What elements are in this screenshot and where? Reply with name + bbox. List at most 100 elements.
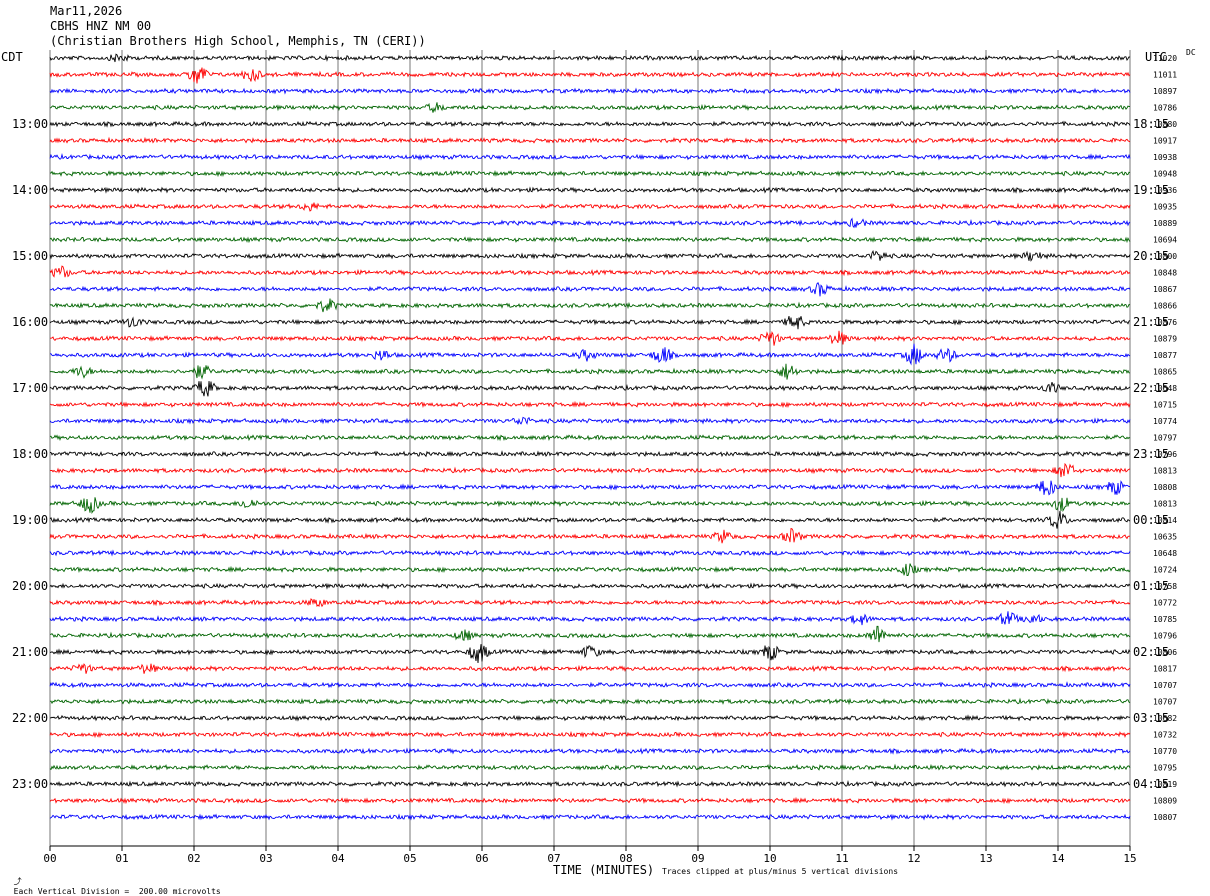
dc-offset-label: 10865 <box>1153 368 1177 377</box>
dc-offset-label: 10724 <box>1153 566 1177 575</box>
seismic-trace <box>49 582 1131 590</box>
utc-zone-label: UTC <box>1145 50 1167 64</box>
seismic-trace <box>49 549 1131 557</box>
cdt-hour-label: 16:00 <box>12 315 48 329</box>
x-tick-label: 03 <box>259 852 272 865</box>
dc-offset-label: 10635 <box>1153 533 1177 542</box>
seismic-trace <box>49 697 1131 706</box>
dc-offset-label: 10935 <box>1153 203 1177 212</box>
dc-offset-label: 10770 <box>1153 747 1177 756</box>
utc-hour-label: 20:15 <box>1133 249 1169 263</box>
cdt-hour-label: 17:00 <box>12 381 48 395</box>
seismic-trace <box>49 381 1131 397</box>
dc-offset-label: 10819 <box>1153 780 1177 789</box>
seismic-trace <box>49 462 1131 478</box>
cdt-hour-label: 18:00 <box>12 447 48 461</box>
dc-offset-label: 10809 <box>1153 797 1177 806</box>
x-tick-label: 00 <box>43 852 56 865</box>
dc-offset-label: 10848 <box>1153 269 1177 278</box>
utc-hour-label: 01:15 <box>1133 579 1169 593</box>
dc-offset-label: 10880 <box>1153 120 1177 129</box>
dc-offset-label: 10797 <box>1153 434 1177 443</box>
dc-offset-label: 10897 <box>1153 87 1177 96</box>
cdt-hour-label: 14:00 <box>12 183 48 197</box>
seismic-trace <box>49 235 1131 244</box>
chart-date: Mar11,2026 <box>50 4 123 18</box>
dc-offset-label: 10938 <box>1153 153 1177 162</box>
seismic-trace <box>49 510 1131 529</box>
utc-hour-label: 18:15 <box>1133 117 1169 131</box>
seismic-trace <box>49 363 1131 380</box>
dc-offset-label: 10817 <box>1153 665 1177 674</box>
x-tick-label: 09 <box>691 852 704 865</box>
seismic-trace <box>49 813 1131 821</box>
dc-offset-label: 10786 <box>1153 104 1177 113</box>
seismic-trace <box>50 625 1131 643</box>
dc-offset-label: 10866 <box>1153 302 1177 311</box>
dc-offset-label: 10796 <box>1153 632 1177 641</box>
seismic-trace <box>49 315 1131 330</box>
x-tick-label: 13 <box>979 852 992 865</box>
cdt-hour-label: 21:00 <box>12 645 48 659</box>
dc-offset-label: 10774 <box>1153 417 1177 426</box>
seismic-trace <box>49 153 1131 161</box>
seismic-trace <box>49 186 1131 194</box>
seismic-trace <box>50 343 1131 366</box>
seismic-trace <box>49 780 1131 788</box>
cdt-hour-label: 23:00 <box>12 777 48 791</box>
dc-offset-label: 10813 <box>1153 500 1177 509</box>
seismic-trace <box>49 67 1131 84</box>
cdt-hour-label: 19:00 <box>12 513 48 527</box>
seismic-trace <box>49 796 1131 805</box>
x-axis-title: TIME (MINUTES) <box>553 863 655 877</box>
seismic-trace <box>49 400 1131 409</box>
scale-note: ⤴ Each Vertical Division = 200.00 microv… <box>4 867 221 896</box>
vertical-division-note: Each Vertical Division = 200.00 microvol… <box>13 887 221 896</box>
minute-grid <box>49 50 1131 851</box>
x-tick-label: 04 <box>331 852 345 865</box>
dc-offset-label: 10936 <box>1153 186 1177 195</box>
seismic-trace <box>49 644 1131 664</box>
x-tick-label: 05 <box>403 852 416 865</box>
utc-hour-label: 02:15 <box>1133 645 1169 659</box>
dc-offset-label: 10648 <box>1153 384 1177 393</box>
dc-offset-label: 10867 <box>1153 285 1177 294</box>
seismic-trace <box>49 497 1131 515</box>
seismic-trace <box>49 87 1131 95</box>
dc-offset-label: 10813 <box>1153 467 1177 476</box>
seismic-trace <box>49 747 1131 755</box>
seismic-trace <box>49 53 1131 63</box>
dc-offset-label: 10808 <box>1153 483 1177 492</box>
utc-hour-label: 04:15 <box>1133 777 1169 791</box>
scale-icon: ⤴ <box>13 877 22 886</box>
utc-hour-label: 21:15 <box>1133 315 1169 329</box>
dc-offset-label: 10877 <box>1153 351 1177 360</box>
seismic-trace <box>50 330 1131 346</box>
utc-hour-label: 03:15 <box>1133 711 1169 725</box>
dc-offset-label: 10694 <box>1153 236 1177 245</box>
dc-offset-label: 10682 <box>1153 714 1177 723</box>
dc-offset-label: 10800 <box>1153 252 1177 261</box>
cdt-hour-label: 20:00 <box>12 579 48 593</box>
dc-offset-label: 10917 <box>1153 137 1177 146</box>
seismic-trace <box>49 611 1131 626</box>
seismic-trace <box>49 136 1131 145</box>
seismic-trace <box>49 480 1131 496</box>
x-tick-label: 15 <box>1123 852 1136 865</box>
seismic-trace <box>49 714 1131 722</box>
dc-label: DC <box>1186 48 1196 57</box>
x-tick-label: 06 <box>475 852 488 865</box>
seismic-trace <box>49 681 1131 689</box>
utc-hour-label: 23:15 <box>1133 447 1169 461</box>
seismic-trace <box>49 528 1130 544</box>
seismic-trace <box>49 663 1131 674</box>
seismic-trace <box>49 102 1131 113</box>
dc-offset-label: 10772 <box>1153 599 1177 608</box>
dc-offset-label: 10707 <box>1153 698 1177 707</box>
cdt-hour-label: 13:00 <box>12 117 48 131</box>
utc-hour-label: 19:15 <box>1133 183 1169 197</box>
seismic-trace <box>49 120 1131 128</box>
dc-offset-label: 10707 <box>1153 681 1177 690</box>
x-tick-label: 01 <box>115 852 128 865</box>
x-tick-label: 10 <box>763 852 776 865</box>
